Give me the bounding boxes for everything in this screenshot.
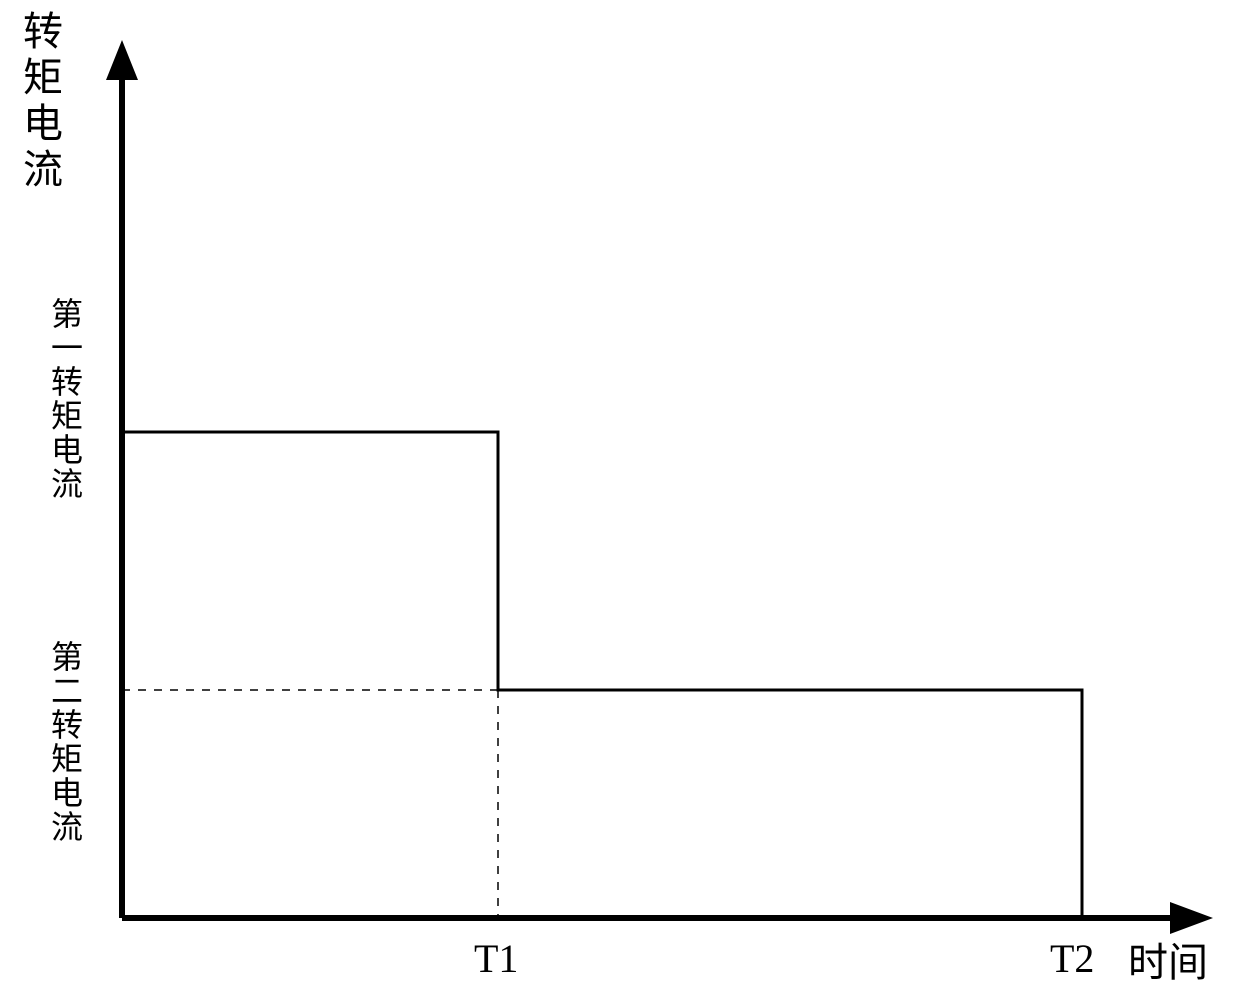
y-tick-label-second-torque-current: 第二转矩电流 [42,640,88,844]
y-axis-arrow [106,40,138,80]
x-tick-t2: T2 [1050,935,1094,982]
x-axis-label: 时间 [1128,930,1208,988]
chart-svg [0,0,1240,995]
y-axis-label: 转矩电流 [10,10,68,194]
y-tick-label-first-torque-current: 第一转矩电流 [42,297,88,501]
step-data-line [122,432,1082,918]
x-tick-t1: T1 [474,935,518,982]
chart-container: 转矩电流 第一转矩电流 第二转矩电流 T1 T2 时间 [0,0,1240,995]
